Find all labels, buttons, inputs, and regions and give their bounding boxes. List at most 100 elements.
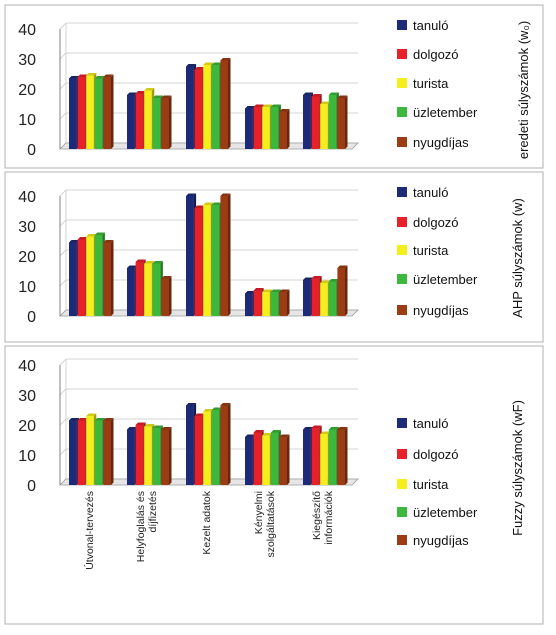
bar: [245, 106, 256, 149]
bar: [69, 76, 80, 149]
bar: [262, 104, 273, 149]
legend-label: tanuló: [413, 185, 448, 200]
bar: [337, 265, 348, 316]
legend-swatch: [397, 137, 407, 147]
legend-label: dolgozó: [413, 215, 459, 230]
gridline-diagonal: [59, 448, 67, 456]
bar: [203, 202, 214, 316]
bar: [86, 73, 97, 149]
bar: [127, 427, 138, 485]
bar: [253, 104, 264, 149]
gridline-diagonal: [59, 219, 67, 227]
legend-label: nyugdíjas: [413, 533, 469, 548]
gridline-diagonal: [59, 189, 67, 197]
legend-swatch: [397, 187, 407, 197]
bar: [103, 240, 114, 316]
bar: [152, 95, 163, 149]
legend-label: dolgozó: [413, 47, 459, 62]
bar: [77, 418, 88, 485]
bar: [245, 291, 256, 316]
bar: [194, 205, 205, 316]
legend-label: üzletember: [413, 105, 478, 120]
bar: [103, 74, 114, 149]
bar: [144, 424, 155, 485]
gridline-diagonal: [59, 249, 67, 257]
legend-swatch: [397, 78, 407, 88]
bar: [253, 288, 264, 316]
bar: [320, 431, 331, 485]
legend-swatch: [397, 217, 407, 227]
legend-label: turista: [413, 76, 449, 91]
x-tick-label: Útvonal-tervezés: [83, 491, 96, 570]
x-tick-label: Helyfoglalás ésdíjfizetés: [135, 491, 159, 562]
x-tick-label: Kezelt adatok: [201, 490, 213, 554]
y-tick-label: 20: [18, 249, 36, 266]
y-tick-label: 40: [18, 358, 36, 375]
legend-swatch: [397, 107, 407, 117]
bar: [337, 427, 348, 485]
y-tick-label: 10: [18, 279, 36, 296]
x-tick-label: Kényelmiszolgáltatások: [253, 490, 277, 557]
bar: [127, 265, 138, 316]
gridline-diagonal: [59, 418, 67, 426]
bar: [94, 76, 105, 149]
bar: [86, 413, 97, 485]
x-tick-label: Kiegészítőinformációk: [311, 490, 335, 544]
bar: [253, 430, 264, 485]
bar: [161, 276, 172, 316]
bar: [279, 434, 290, 485]
y-tick-label: 0: [27, 309, 36, 326]
gridline-diagonal: [59, 388, 67, 396]
bar: [279, 289, 290, 316]
bar: [77, 74, 88, 149]
bar: [203, 409, 214, 485]
bar: [211, 407, 222, 485]
y-tick-label: 40: [18, 189, 36, 206]
bar: [86, 234, 97, 316]
y-tick-label: 0: [27, 142, 36, 159]
bar: [245, 434, 256, 485]
gridline-diagonal: [59, 358, 67, 366]
legend-label: nyugdíjas: [413, 135, 469, 150]
y-tick-label: 10: [18, 448, 36, 465]
bar: [270, 104, 281, 149]
bar: [303, 277, 314, 316]
y-tick-label: 20: [18, 82, 36, 99]
chart-panel-1: 0 10 20 30 40 tanuló dolgozó turista üzletember n…: [4, 4, 544, 169]
gridline-diagonal: [59, 52, 67, 60]
panel-border: [4, 345, 544, 625]
gridline-diagonal: [59, 82, 67, 90]
bar: [77, 237, 88, 316]
bar: [186, 64, 197, 149]
bar: [161, 95, 172, 149]
bar: [337, 95, 348, 149]
bar: [262, 289, 273, 316]
bar: [303, 427, 314, 485]
y-tick-label: 30: [18, 52, 36, 69]
y-tick-label: 0: [27, 478, 36, 495]
bar: [303, 92, 314, 149]
bar: [186, 193, 197, 316]
bar: [328, 427, 339, 485]
bar: [94, 232, 105, 316]
bar: [194, 413, 205, 485]
legend-swatch: [397, 507, 407, 517]
legend-swatch: [397, 245, 407, 255]
bar: [69, 240, 80, 316]
legend-label: üzletember: [413, 272, 478, 287]
y-tick-label: 30: [18, 219, 36, 236]
bar: [144, 88, 155, 149]
legend-label: tanuló: [413, 416, 448, 431]
bar: [279, 109, 290, 149]
y-tick-label: 30: [18, 388, 36, 405]
bar: [220, 193, 231, 316]
bar: [311, 94, 322, 149]
bar: [135, 422, 146, 485]
legend-swatch: [397, 274, 407, 284]
y-axis-label: AHP súlyszámok (w): [510, 198, 525, 318]
y-axis-label: eredeti súlyszámok (w₀): [516, 21, 531, 159]
bar: [211, 202, 222, 316]
y-axis-label: Fuzzy súlyszámok (wF): [510, 400, 525, 536]
legend-swatch: [397, 20, 407, 30]
